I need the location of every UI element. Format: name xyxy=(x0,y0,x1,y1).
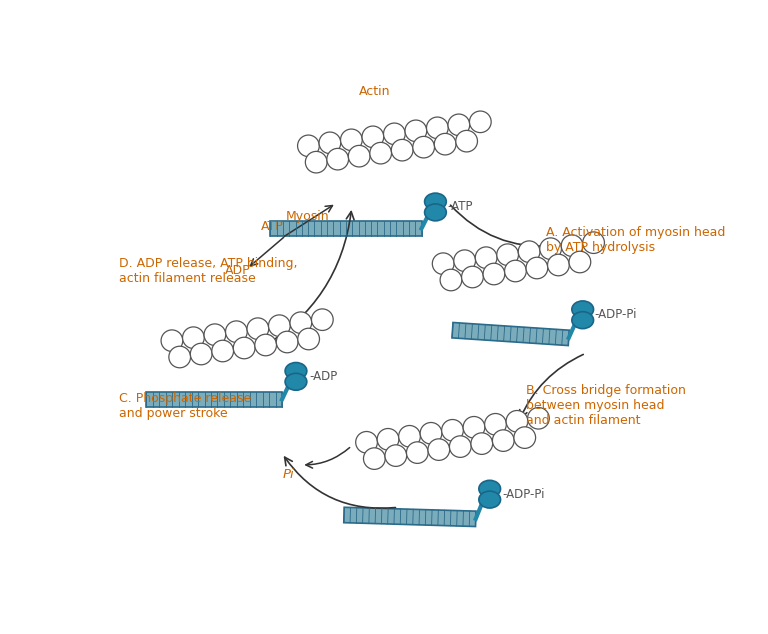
Ellipse shape xyxy=(285,373,306,391)
Circle shape xyxy=(349,145,370,167)
Ellipse shape xyxy=(285,363,306,380)
Circle shape xyxy=(362,126,384,148)
Circle shape xyxy=(471,433,492,455)
Circle shape xyxy=(370,143,392,164)
Circle shape xyxy=(462,266,483,288)
Circle shape xyxy=(356,432,377,453)
Text: Myosin: Myosin xyxy=(286,210,329,224)
Circle shape xyxy=(426,117,449,139)
Circle shape xyxy=(306,152,327,173)
Circle shape xyxy=(440,269,462,291)
Circle shape xyxy=(442,420,463,441)
Text: -ADP-Pi: -ADP-Pi xyxy=(502,488,545,501)
Circle shape xyxy=(454,250,475,271)
Circle shape xyxy=(405,120,427,141)
Circle shape xyxy=(413,136,435,158)
Circle shape xyxy=(190,343,212,365)
Circle shape xyxy=(298,328,319,350)
Circle shape xyxy=(255,334,276,356)
Circle shape xyxy=(506,410,528,432)
Ellipse shape xyxy=(572,301,594,318)
Circle shape xyxy=(449,436,471,457)
Ellipse shape xyxy=(425,193,446,210)
Circle shape xyxy=(448,114,470,136)
Circle shape xyxy=(385,445,407,467)
Circle shape xyxy=(297,135,319,157)
Circle shape xyxy=(383,123,406,145)
Circle shape xyxy=(377,429,399,450)
Circle shape xyxy=(434,133,456,155)
Circle shape xyxy=(399,425,420,447)
Circle shape xyxy=(463,417,485,438)
Ellipse shape xyxy=(572,312,594,328)
Ellipse shape xyxy=(479,481,501,497)
Circle shape xyxy=(161,330,183,351)
Circle shape xyxy=(483,263,505,285)
Circle shape xyxy=(212,340,233,362)
Polygon shape xyxy=(270,221,422,236)
Text: C. Phosphate release
and power stroke: C. Phosphate release and power stroke xyxy=(119,392,251,420)
Text: Pi: Pi xyxy=(283,469,294,481)
Ellipse shape xyxy=(425,204,446,221)
Circle shape xyxy=(204,324,226,346)
Circle shape xyxy=(392,139,413,161)
Circle shape xyxy=(432,253,454,275)
Circle shape xyxy=(269,315,290,337)
Ellipse shape xyxy=(479,491,501,508)
Text: A. Activation of myosin head
by ATP hydrolysis: A. Activation of myosin head by ATP hydr… xyxy=(545,226,725,254)
Circle shape xyxy=(561,235,583,257)
Circle shape xyxy=(183,327,204,349)
Circle shape xyxy=(247,318,269,339)
Circle shape xyxy=(469,111,492,133)
Circle shape xyxy=(290,312,312,333)
Circle shape xyxy=(363,448,386,469)
Circle shape xyxy=(428,439,449,460)
Circle shape xyxy=(420,422,442,444)
Text: ATP: ATP xyxy=(261,220,284,233)
Circle shape xyxy=(406,442,429,463)
Circle shape xyxy=(528,408,549,429)
Circle shape xyxy=(340,129,362,151)
Text: -ATP: -ATP xyxy=(448,200,473,214)
Circle shape xyxy=(505,260,526,281)
Text: -ADP: -ADP xyxy=(310,370,337,383)
Circle shape xyxy=(319,132,341,153)
Circle shape xyxy=(327,148,349,170)
Circle shape xyxy=(540,238,561,259)
Circle shape xyxy=(276,331,298,353)
Text: Actin: Actin xyxy=(359,86,391,98)
Circle shape xyxy=(485,413,506,435)
Circle shape xyxy=(492,430,514,451)
Polygon shape xyxy=(452,323,569,346)
Circle shape xyxy=(497,244,518,266)
Polygon shape xyxy=(147,392,282,407)
Circle shape xyxy=(526,257,548,279)
Circle shape xyxy=(233,337,255,359)
Circle shape xyxy=(548,254,569,276)
Circle shape xyxy=(518,241,540,262)
Circle shape xyxy=(569,251,591,273)
Polygon shape xyxy=(344,507,476,526)
Text: D. ADP release, ATP binding,
actin filament release: D. ADP release, ATP binding, actin filam… xyxy=(119,257,298,285)
Text: B. Cross bridge formation
between myosin head
and actin filament: B. Cross bridge formation between myosin… xyxy=(526,384,686,427)
Circle shape xyxy=(583,232,604,254)
Circle shape xyxy=(514,427,535,448)
Text: -ADP-Pi: -ADP-Pi xyxy=(594,308,637,321)
Text: ADP: ADP xyxy=(225,264,250,276)
Circle shape xyxy=(312,309,333,330)
Circle shape xyxy=(475,247,497,268)
Circle shape xyxy=(226,321,247,342)
Circle shape xyxy=(455,131,478,152)
Circle shape xyxy=(169,346,190,368)
